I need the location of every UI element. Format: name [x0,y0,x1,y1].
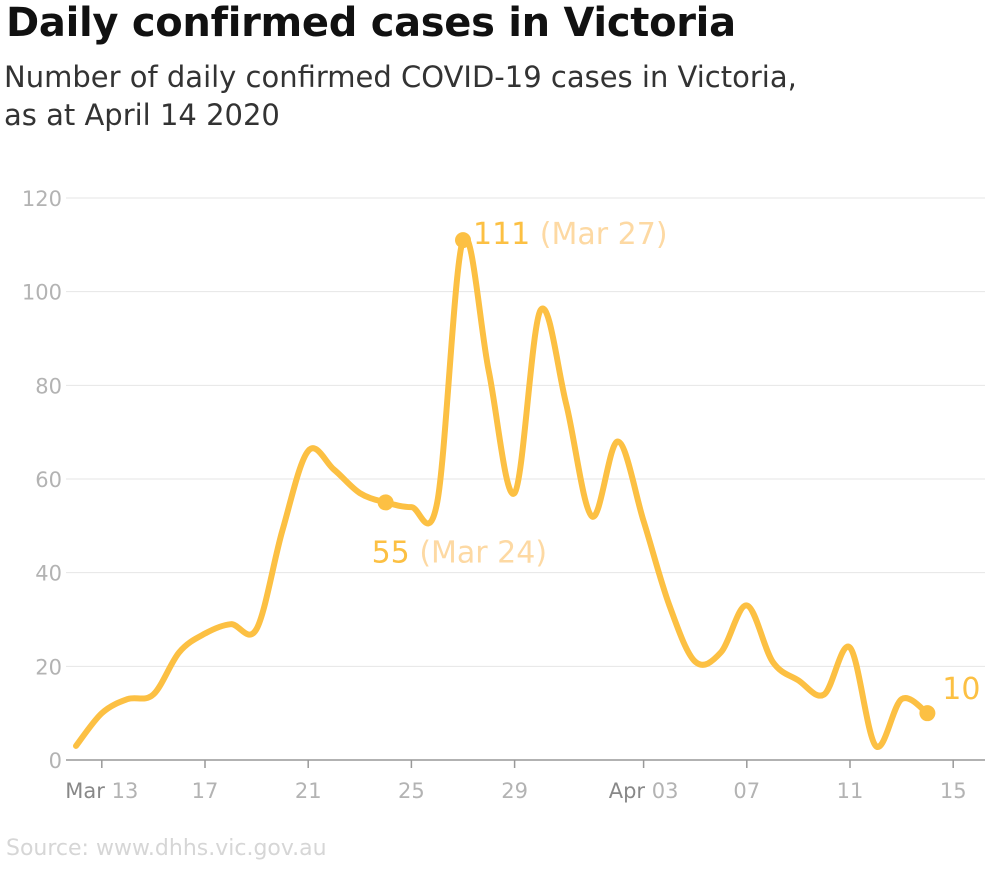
x-tick-label: 21 [295,779,322,803]
y-tick-label: 0 [49,749,62,773]
x-tick-label: 25 [398,779,425,803]
source-note: Source: www.dhhs.vic.gov.au [6,836,327,861]
x-tick-label: Mar 13 [65,779,138,803]
annotations: 55 (Mar 24) 111 (Mar 27) 10 [372,217,980,722]
x-axis: Mar 13 17 21 25 29 Apr 03 07 11 15 [65,759,985,803]
gridlines [66,197,985,667]
x-tick-label: 11 [837,779,864,803]
x-tick-label: 29 [501,779,528,803]
annotation-value: 55 [372,535,410,570]
x-tick-day: 03 [652,779,679,803]
annotation-label: 55 (Mar 24) [372,535,547,570]
chart-subtitle: Number of daily confirmed COVID-19 cases… [4,58,904,134]
annotation-date: (Mar 27) [530,217,667,252]
series-line [73,234,931,750]
subtitle-line-2: as at April 14 2020 [4,98,280,132]
x-tick-label: 15 [940,779,967,803]
annotation-label: 111 (Mar 27) [473,217,668,252]
x-tick-month: Mar [65,779,111,803]
y-tick-label: 120 [22,187,62,211]
y-tick-label: 20 [35,655,62,679]
y-tick-label: 80 [35,374,62,398]
annotation-label: 10 [942,672,980,707]
series-group [73,234,931,750]
y-axis-ticks: 0 20 40 60 80 100 120 [22,187,62,773]
x-tick-day: 13 [112,779,139,803]
annotation-date: (Mar 24) [410,535,547,570]
x-tick-label: Apr 03 [609,779,679,803]
annotation-value: 111 [473,217,530,252]
y-tick-label: 100 [22,281,62,305]
y-tick-label: 40 [35,562,62,586]
chart-title: Daily confirmed cases in Victoria [6,0,736,46]
y-tick-label: 60 [35,468,62,492]
x-tick-label: 17 [192,779,219,803]
annotation-point [919,705,936,722]
annotation-point [455,232,471,249]
annotation-value: 10 [942,672,980,707]
x-tick-label: 07 [733,779,760,803]
subtitle-line-1: Number of daily confirmed COVID-19 cases… [4,60,797,94]
annotation-point [377,494,394,511]
x-tick-month: Apr [609,779,652,803]
